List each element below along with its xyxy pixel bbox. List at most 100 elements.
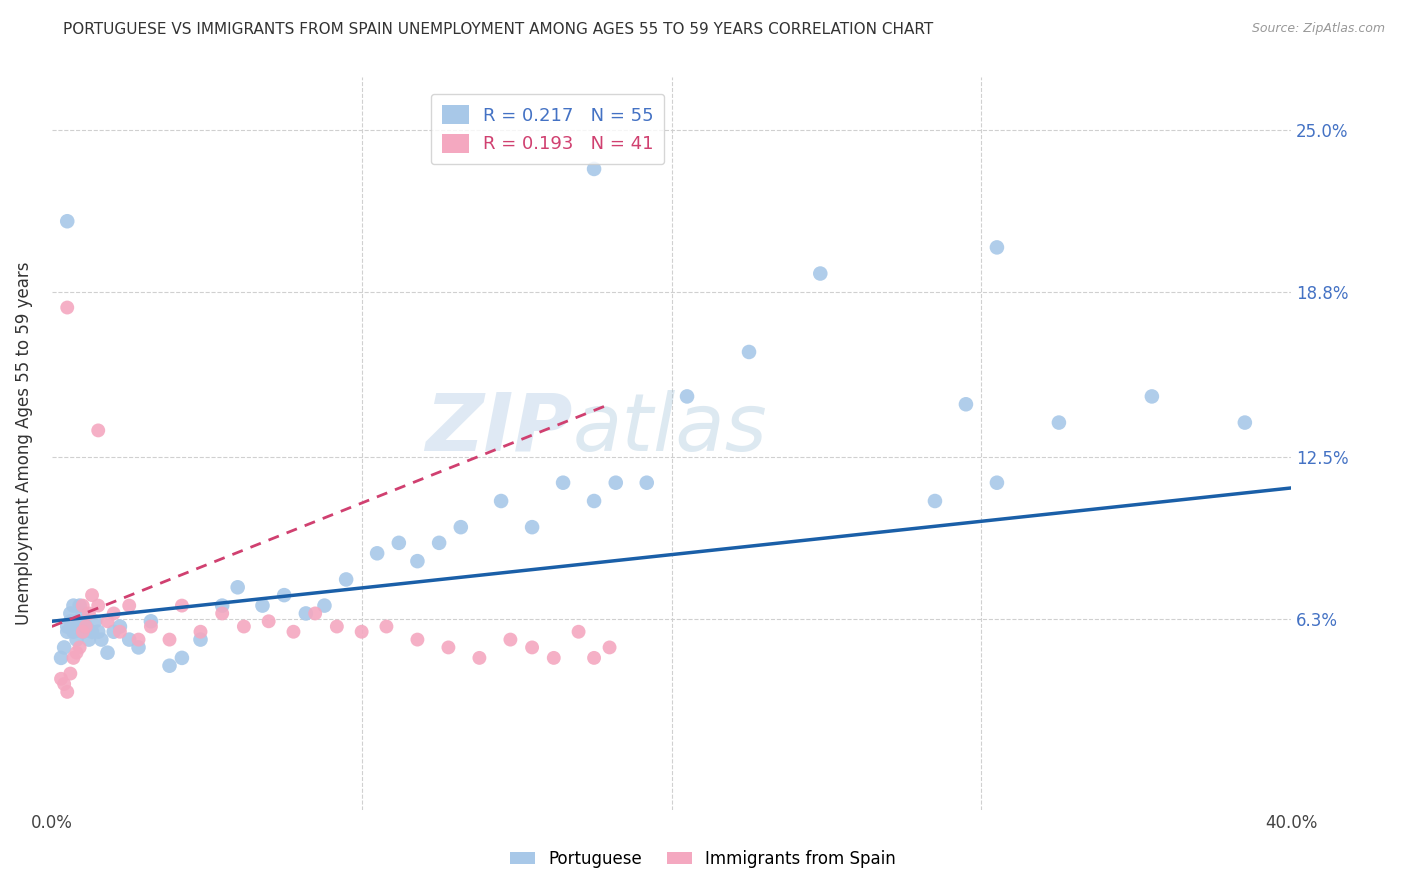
Point bbox=[450, 520, 472, 534]
Point bbox=[128, 632, 150, 647]
Legend: Portuguese, Immigrants from Spain: Portuguese, Immigrants from Spain bbox=[503, 844, 903, 875]
Point bbox=[599, 640, 621, 655]
Point bbox=[226, 580, 249, 594]
Point bbox=[65, 646, 87, 660]
Point bbox=[388, 536, 411, 550]
Point bbox=[108, 619, 131, 633]
Point bbox=[636, 475, 658, 490]
Point bbox=[583, 161, 606, 176]
Point bbox=[118, 632, 141, 647]
Point bbox=[1233, 416, 1256, 430]
Point bbox=[406, 632, 429, 647]
Text: ZIP: ZIP bbox=[425, 390, 572, 467]
Point bbox=[56, 685, 79, 699]
Point bbox=[80, 588, 103, 602]
Point bbox=[53, 677, 76, 691]
Point bbox=[96, 615, 118, 629]
Point bbox=[304, 607, 326, 621]
Point bbox=[72, 607, 94, 621]
Point bbox=[139, 619, 162, 633]
Point bbox=[273, 588, 295, 602]
Point bbox=[49, 672, 72, 686]
Point bbox=[96, 646, 118, 660]
Point bbox=[59, 615, 82, 629]
Point bbox=[69, 640, 91, 655]
Point bbox=[69, 599, 91, 613]
Text: Source: ZipAtlas.com: Source: ZipAtlas.com bbox=[1251, 22, 1385, 36]
Point bbox=[49, 651, 72, 665]
Point bbox=[65, 632, 87, 647]
Point bbox=[568, 624, 591, 639]
Point bbox=[65, 615, 87, 629]
Point bbox=[77, 607, 100, 621]
Point bbox=[211, 599, 233, 613]
Point bbox=[62, 599, 84, 613]
Point bbox=[170, 651, 193, 665]
Point bbox=[924, 494, 946, 508]
Point bbox=[605, 475, 627, 490]
Point bbox=[53, 640, 76, 655]
Point bbox=[489, 494, 512, 508]
Point bbox=[375, 619, 398, 633]
Point bbox=[75, 619, 97, 633]
Point bbox=[80, 624, 103, 639]
Point bbox=[72, 624, 94, 639]
Point bbox=[59, 666, 82, 681]
Point bbox=[257, 615, 280, 629]
Point bbox=[159, 658, 181, 673]
Point bbox=[190, 632, 212, 647]
Point bbox=[676, 389, 699, 403]
Point bbox=[128, 640, 150, 655]
Point bbox=[159, 632, 181, 647]
Point bbox=[56, 301, 79, 315]
Point bbox=[955, 397, 977, 411]
Point bbox=[87, 599, 110, 613]
Point bbox=[232, 619, 254, 633]
Point bbox=[59, 607, 82, 621]
Point bbox=[62, 651, 84, 665]
Point bbox=[84, 615, 107, 629]
Point bbox=[87, 424, 110, 438]
Point bbox=[103, 624, 125, 639]
Point bbox=[211, 607, 233, 621]
Point bbox=[190, 624, 212, 639]
Point bbox=[283, 624, 305, 639]
Point bbox=[295, 607, 318, 621]
Point bbox=[90, 632, 112, 647]
Point bbox=[808, 267, 831, 281]
Point bbox=[335, 573, 357, 587]
Point bbox=[77, 632, 100, 647]
Point bbox=[551, 475, 574, 490]
Point bbox=[56, 624, 79, 639]
Point bbox=[350, 624, 373, 639]
Point bbox=[986, 240, 1008, 254]
Point bbox=[986, 475, 1008, 490]
Point bbox=[1140, 389, 1163, 403]
Point bbox=[62, 624, 84, 639]
Point bbox=[437, 640, 460, 655]
Point bbox=[72, 624, 94, 639]
Point bbox=[56, 619, 79, 633]
Point bbox=[56, 214, 79, 228]
Point bbox=[427, 536, 450, 550]
Point bbox=[314, 599, 336, 613]
Point bbox=[326, 619, 349, 633]
Point bbox=[520, 520, 543, 534]
Point bbox=[103, 607, 125, 621]
Point bbox=[87, 624, 110, 639]
Point bbox=[468, 651, 491, 665]
Point bbox=[406, 554, 429, 568]
Point bbox=[69, 619, 91, 633]
Point bbox=[108, 624, 131, 639]
Point bbox=[118, 599, 141, 613]
Point bbox=[583, 494, 606, 508]
Text: atlas: atlas bbox=[572, 390, 768, 467]
Point bbox=[583, 651, 606, 665]
Point bbox=[139, 615, 162, 629]
Point bbox=[366, 546, 388, 560]
Point bbox=[170, 599, 193, 613]
Text: PORTUGUESE VS IMMIGRANTS FROM SPAIN UNEMPLOYMENT AMONG AGES 55 TO 59 YEARS CORRE: PORTUGUESE VS IMMIGRANTS FROM SPAIN UNEM… bbox=[63, 22, 934, 37]
Legend: R = 0.217   N = 55, R = 0.193   N = 41: R = 0.217 N = 55, R = 0.193 N = 41 bbox=[430, 94, 665, 164]
Point bbox=[75, 619, 97, 633]
Point bbox=[520, 640, 543, 655]
